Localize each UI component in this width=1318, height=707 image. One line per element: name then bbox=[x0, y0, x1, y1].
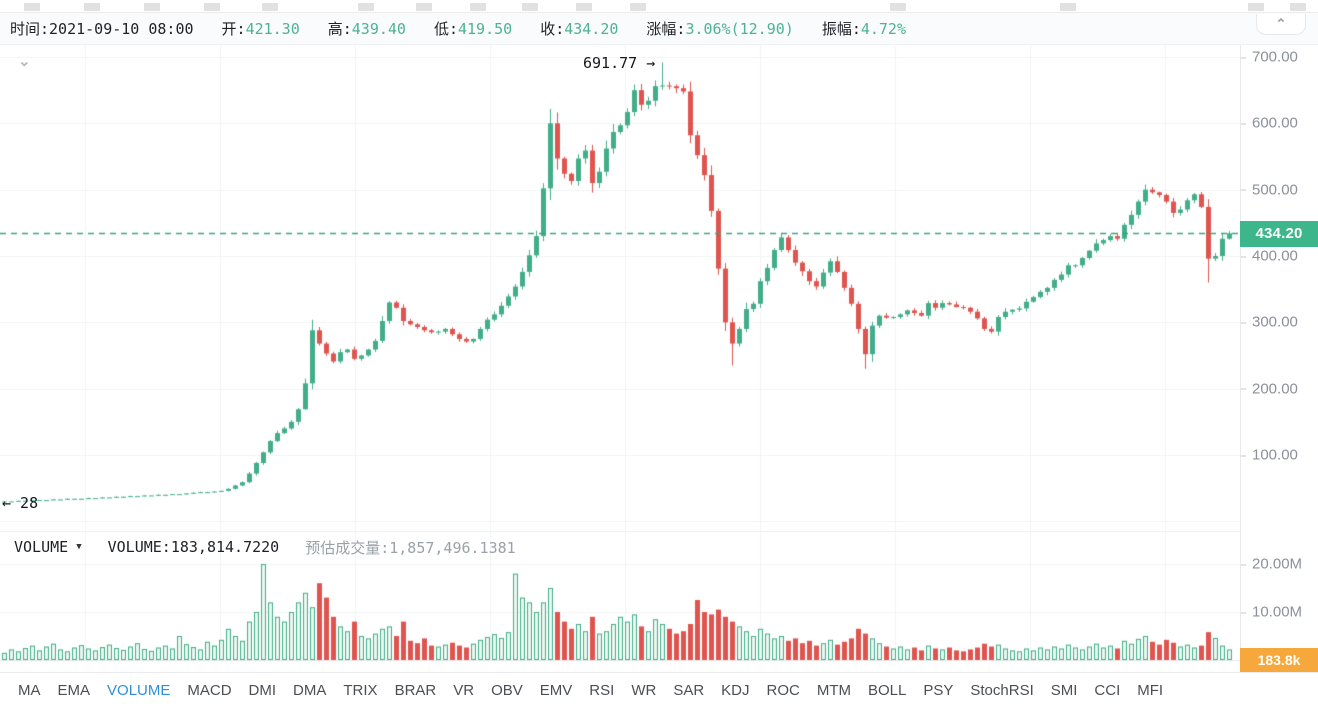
collapse-pane-tab[interactable]: ⌃ bbox=[1256, 14, 1306, 35]
toolbar-button-partial[interactable] bbox=[204, 3, 220, 11]
axis-tick bbox=[1241, 455, 1246, 457]
volume-pane-header: VOLUME ▼ VOLUME:183,814.7220 预估成交量:1,857… bbox=[14, 536, 516, 558]
tab-vr[interactable]: VR bbox=[453, 682, 475, 699]
tab-volume[interactable]: VOLUME bbox=[107, 682, 171, 699]
top-toolbar-partial bbox=[0, 0, 1318, 13]
candle-amplitude: 振幅:4.72% bbox=[821, 20, 906, 38]
tab-wr[interactable]: WR bbox=[631, 682, 657, 699]
candle-high: 高:439.40 bbox=[327, 20, 406, 38]
tab-sar[interactable]: SAR bbox=[673, 682, 705, 699]
candle-low: 低:419.50 bbox=[433, 20, 513, 38]
chevron-up-icon: ⌃ bbox=[1275, 16, 1287, 31]
toolbar-button-partial[interactable] bbox=[24, 3, 40, 11]
candle-time: 时间:2021-09-10 08:00 bbox=[10, 20, 194, 38]
tab-mfi[interactable]: MFI bbox=[1137, 682, 1164, 699]
candlestick-chart[interactable] bbox=[0, 45, 1240, 672]
tab-roc[interactable]: ROC bbox=[766, 682, 800, 699]
tab-dma[interactable]: DMA bbox=[293, 682, 327, 699]
tab-rsi[interactable]: RSI bbox=[589, 682, 615, 699]
tab-ema[interactable]: EMA bbox=[57, 682, 91, 699]
candle-open: 开:421.30 bbox=[221, 20, 300, 38]
price-tick-label: 600.00 bbox=[1241, 115, 1298, 132]
current-price-badge: 434.20 bbox=[1240, 220, 1318, 247]
tab-obv[interactable]: OBV bbox=[491, 682, 523, 699]
tab-brar[interactable]: BRAR bbox=[394, 682, 437, 699]
tab-psy[interactable]: PSY bbox=[923, 682, 954, 699]
price-tick-label: 400.00 bbox=[1241, 248, 1298, 265]
axis-tick bbox=[1241, 57, 1246, 59]
tab-mtm[interactable]: MTM bbox=[816, 682, 851, 699]
price-tick-label: 300.00 bbox=[1241, 314, 1298, 331]
price-tick-label: 500.00 bbox=[1241, 181, 1298, 198]
toolbar-button-partial[interactable] bbox=[576, 3, 592, 11]
axis-tick bbox=[1241, 612, 1246, 614]
tab-smi[interactable]: SMI bbox=[1050, 682, 1078, 699]
price-axis[interactable]: 700.00 600.00 500.00 400.00 300.00 200.00 100.… bbox=[1240, 45, 1318, 672]
toolbar-button-partial[interactable] bbox=[1290, 3, 1306, 11]
price-tick-label: 200.00 bbox=[1241, 380, 1298, 397]
candle-close: 收:434.20 bbox=[540, 20, 619, 38]
volume-estimated-value: 预估成交量:1,857,496.1381 bbox=[305, 538, 516, 557]
tab-emv[interactable]: EMV bbox=[539, 682, 573, 699]
tab-macd[interactable]: MACD bbox=[187, 682, 232, 699]
tab-ma[interactable]: MA bbox=[18, 682, 41, 699]
toolbar-button-partial[interactable] bbox=[522, 3, 538, 11]
ohlc-info-bar: 时间:2021-09-10 08:00 开:421.30 高:439.40 低:… bbox=[0, 13, 1318, 45]
pane-separator bbox=[0, 531, 1318, 532]
axis-tick bbox=[1241, 189, 1246, 191]
tab-trix[interactable]: TRIX bbox=[343, 682, 378, 699]
tab-dmi[interactable]: DMI bbox=[248, 682, 277, 699]
axis-tick bbox=[1241, 388, 1246, 390]
toolbar-button-partial[interactable] bbox=[416, 3, 432, 11]
candle-change: 涨幅:3.06%(12.90) bbox=[646, 20, 794, 38]
toolbar-button-partial[interactable] bbox=[84, 3, 100, 11]
toolbar-button-partial[interactable] bbox=[470, 3, 486, 11]
caret-down-icon: ▼ bbox=[76, 542, 82, 552]
axis-tick bbox=[1241, 256, 1246, 258]
toolbar-button-partial[interactable] bbox=[358, 3, 374, 11]
price-tick-label: 100.00 bbox=[1241, 447, 1298, 464]
indicator-tabs-bar: MA EMA VOLUME MACD DMI DMA TRIX BRAR VR OBV EMV RSI… bbox=[0, 672, 1318, 707]
volume-current-value: VOLUME:183,814.7220 bbox=[107, 538, 280, 556]
toolbar-button-partial[interactable] bbox=[1248, 3, 1264, 11]
toolbar-button-partial[interactable] bbox=[1060, 3, 1076, 11]
toolbar-button-partial[interactable] bbox=[144, 3, 160, 11]
max-price-annotation: 691.77 → bbox=[583, 54, 656, 72]
price-tick-label: 700.00 bbox=[1241, 49, 1298, 66]
axis-tick bbox=[1241, 123, 1246, 125]
chevron-down-icon[interactable]: ⌄ bbox=[18, 53, 31, 70]
min-price-annotation: ← 28 bbox=[2, 494, 39, 512]
toolbar-button-partial[interactable] bbox=[890, 3, 906, 11]
tab-cci[interactable]: CCI bbox=[1094, 682, 1121, 699]
toolbar-button-partial[interactable] bbox=[630, 3, 646, 11]
volume-indicator-dropdown[interactable]: VOLUME ▼ bbox=[14, 538, 82, 556]
tab-kdj[interactable]: KDJ bbox=[721, 682, 750, 699]
axis-tick bbox=[1241, 564, 1246, 566]
volume-tick-label: 10.00M bbox=[1241, 604, 1302, 621]
toolbar-button-partial[interactable] bbox=[262, 3, 278, 11]
tab-stochrsi[interactable]: StochRSI bbox=[970, 682, 1034, 699]
axis-tick bbox=[1241, 322, 1246, 324]
tab-boll[interactable]: BOLL bbox=[868, 682, 907, 699]
volume-tick-label: 20.00M bbox=[1241, 556, 1302, 573]
current-volume-badge: 183.8k bbox=[1240, 648, 1318, 672]
